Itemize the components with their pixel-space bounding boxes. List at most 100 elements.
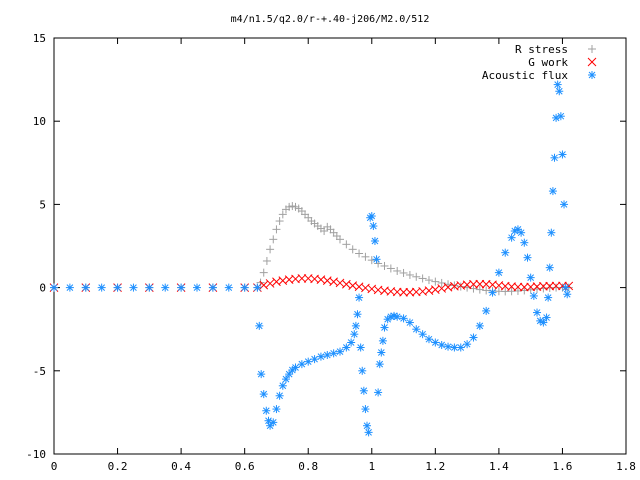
data-point	[81, 283, 90, 292]
data-point	[456, 282, 465, 291]
data-point	[177, 283, 186, 292]
data-point	[351, 321, 360, 330]
data-point	[363, 421, 372, 430]
data-point	[269, 235, 278, 244]
data-point	[520, 238, 529, 247]
data-point	[353, 310, 362, 319]
data-point	[332, 232, 341, 241]
x-tick-label: 0.8	[298, 460, 318, 473]
x-axis: 0 0.2 0.4 0.6 0.8 1 1.2 1.4 1.6 1.8	[51, 38, 636, 473]
data-point	[50, 283, 58, 292]
data-point	[129, 283, 138, 292]
y-tick-label: -5	[33, 365, 46, 378]
data-point	[560, 200, 569, 209]
data-point	[456, 343, 465, 352]
data-point	[507, 233, 516, 242]
data-point	[450, 281, 459, 290]
data-point	[558, 150, 567, 159]
data-point	[266, 245, 275, 254]
data-point	[431, 338, 440, 347]
y-tick-label: 15	[33, 32, 46, 45]
data-point	[431, 277, 440, 286]
data-point	[240, 283, 249, 292]
data-point	[399, 314, 408, 323]
data-point	[304, 357, 313, 366]
data-point	[374, 388, 383, 397]
data-point	[399, 287, 408, 297]
data-point	[272, 225, 281, 234]
legend-label: Acoustic flux	[482, 69, 568, 82]
series-layer	[49, 80, 574, 437]
data-point	[542, 313, 551, 322]
data-point	[336, 235, 344, 244]
data-point	[364, 428, 373, 437]
data-point	[113, 283, 122, 292]
data-point	[526, 273, 535, 282]
data-point	[255, 321, 264, 330]
data-point	[548, 187, 557, 196]
data-point	[297, 360, 306, 369]
data-point	[97, 283, 106, 292]
data-point	[288, 202, 297, 211]
data-point	[547, 228, 556, 237]
data-point	[326, 225, 335, 234]
data-point	[297, 207, 306, 216]
data-point	[412, 272, 421, 281]
data-point	[544, 293, 553, 302]
data-point	[437, 341, 446, 350]
data-point	[316, 352, 325, 361]
data-point	[553, 80, 562, 89]
y-tick-label: 10	[33, 115, 46, 128]
data-point	[380, 261, 389, 270]
x-tick-label: 0.6	[235, 460, 255, 473]
data-point	[161, 283, 170, 292]
data-point	[281, 375, 290, 384]
data-point	[380, 323, 389, 332]
data-point	[370, 237, 379, 246]
data-point	[310, 355, 319, 364]
data-point	[482, 306, 491, 315]
data-point	[475, 321, 484, 330]
data-point	[533, 308, 542, 317]
data-point	[488, 288, 497, 297]
data-point	[393, 312, 402, 321]
data-point	[208, 283, 217, 292]
data-point	[378, 336, 387, 345]
data-point	[278, 381, 287, 390]
legend-label: R stress	[515, 43, 568, 56]
y-axis: -10 -5 0 5 10 15	[26, 32, 626, 461]
data-point	[265, 279, 275, 288]
data-point	[369, 222, 378, 231]
data-point	[539, 281, 548, 291]
data-point	[437, 278, 446, 287]
data-point	[501, 248, 510, 257]
data-point	[405, 318, 414, 327]
data-point	[418, 330, 427, 339]
data-point	[539, 318, 548, 327]
data-point	[269, 418, 278, 427]
data-point	[519, 282, 529, 292]
data-point	[475, 285, 484, 294]
data-point	[556, 112, 565, 121]
data-point	[355, 249, 364, 258]
data-point	[323, 350, 332, 359]
data-point	[329, 228, 338, 237]
data-point	[257, 370, 266, 379]
data-point	[301, 210, 310, 219]
x-tick-label: 1.4	[489, 460, 509, 473]
legend-marker	[588, 71, 596, 79]
data-point	[550, 153, 559, 162]
data-point	[399, 268, 408, 277]
data-point	[356, 343, 365, 352]
data-point	[224, 283, 233, 292]
x-tick-label: 0	[51, 460, 58, 473]
data-point	[545, 281, 555, 291]
data-point	[475, 279, 485, 289]
data-point	[275, 391, 284, 400]
data-point	[361, 252, 370, 261]
data-point	[285, 370, 294, 379]
x-tick-label: 1.2	[425, 460, 445, 473]
data-point	[563, 290, 572, 299]
